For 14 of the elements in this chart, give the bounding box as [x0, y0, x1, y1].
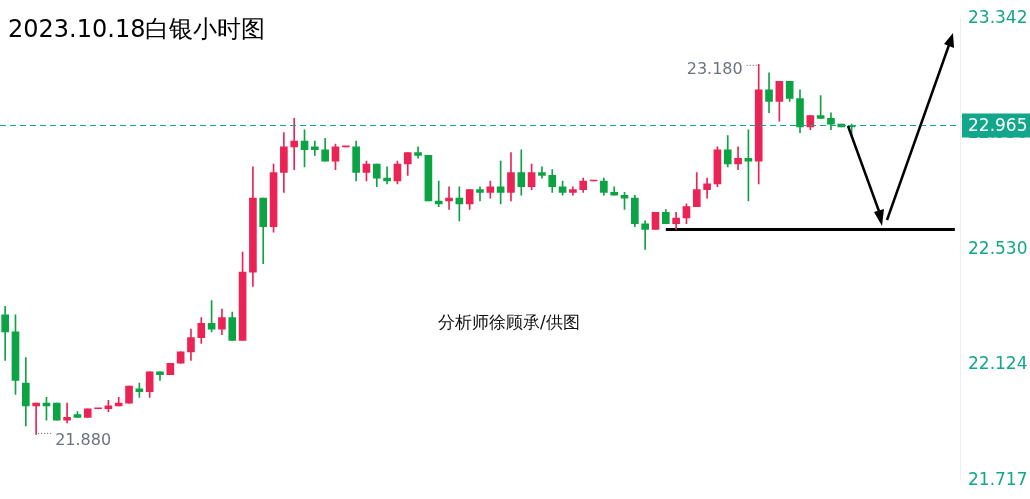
y-tick-label: 22.124 — [968, 353, 1028, 374]
y-tick-label: 23.342 — [968, 6, 1028, 27]
candlestick — [166, 362, 175, 375]
candlestick — [83, 408, 92, 418]
candlestick — [125, 385, 133, 404]
ref-line-label: 22.965 — [968, 114, 1028, 135]
annotation: 23.180 — [686, 59, 743, 79]
y-tick-label: 21.717 — [968, 469, 1028, 490]
candlestick — [52, 402, 61, 421]
annotation: 分析师徐顾承/供图 — [437, 311, 580, 332]
chart-title: 2023.10.18白银小时图 — [8, 15, 266, 44]
y-tick-label: 22.530 — [968, 237, 1028, 258]
annotation: 21.880 — [55, 429, 112, 449]
candlestick — [94, 407, 102, 410]
